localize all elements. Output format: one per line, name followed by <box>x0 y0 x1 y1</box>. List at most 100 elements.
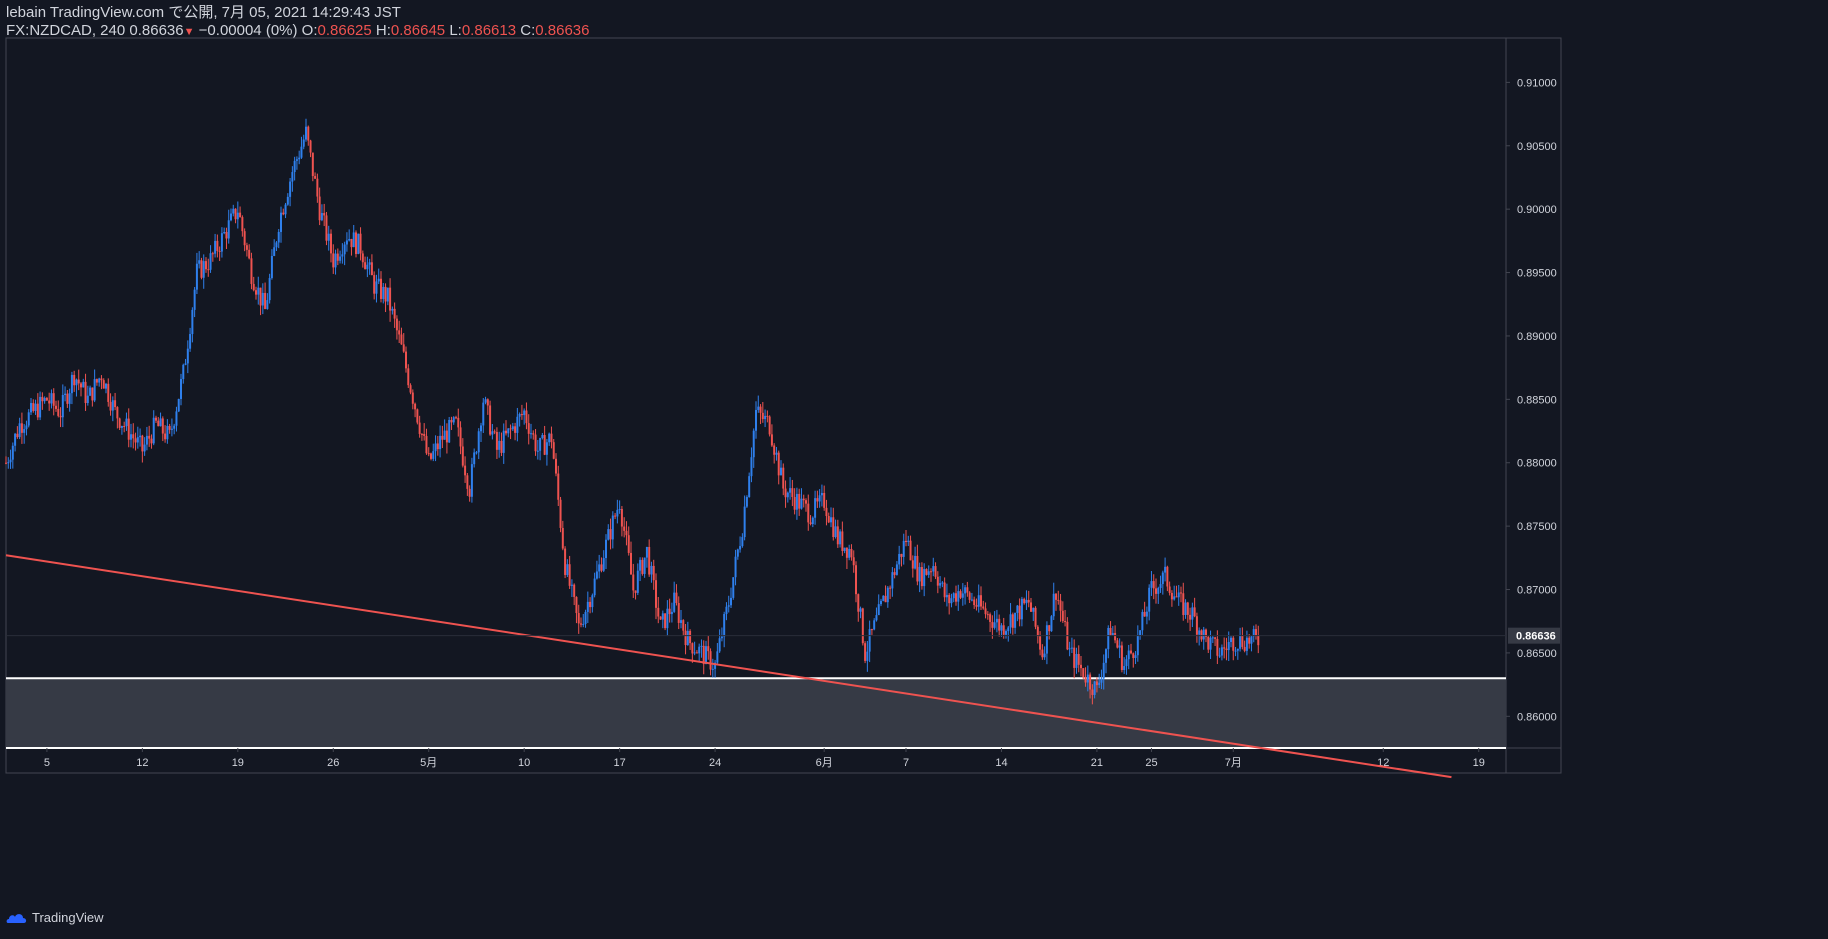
candle-body <box>39 396 42 418</box>
candle-body <box>1093 681 1096 695</box>
candle-body <box>441 435 444 440</box>
candle-body <box>32 403 35 411</box>
candle-body <box>268 278 271 301</box>
candle-body <box>820 492 823 496</box>
candle-body <box>668 608 671 615</box>
candle-body <box>145 435 148 445</box>
candle-body <box>466 475 469 489</box>
candle-body <box>1159 584 1162 588</box>
candle-body <box>925 569 928 575</box>
candle-body <box>1155 588 1157 594</box>
candle-body <box>1036 626 1039 637</box>
candle-body <box>605 539 607 559</box>
candle-body <box>818 495 821 502</box>
candle-body <box>470 464 473 497</box>
candle-body <box>191 309 194 335</box>
candle-body <box>1139 630 1142 636</box>
candle-body <box>750 457 753 477</box>
candle-body <box>345 240 348 245</box>
candle-body <box>777 452 780 476</box>
candle-body <box>473 452 476 465</box>
candle-body <box>1255 629 1257 636</box>
candle-body <box>223 232 226 234</box>
candle-body <box>1057 599 1060 601</box>
y-tick-label: 0.90500 <box>1517 141 1557 153</box>
candle-body <box>686 630 689 646</box>
candle-body <box>525 410 528 424</box>
candle-body <box>1214 637 1217 639</box>
candle-body <box>425 435 428 454</box>
candle-body <box>1148 587 1151 612</box>
candle-body <box>343 244 346 255</box>
candle-body <box>739 546 742 550</box>
last-price-tag <box>1508 627 1560 644</box>
candle-body <box>873 620 876 630</box>
candle-body <box>866 651 869 661</box>
candle-body <box>30 403 32 413</box>
candle-body <box>34 403 37 411</box>
candle-body <box>1223 647 1226 649</box>
candle-body <box>1130 650 1132 654</box>
candle-body <box>520 413 523 416</box>
candle-body <box>330 233 332 254</box>
candle-body <box>275 242 278 248</box>
candle-body <box>311 152 314 177</box>
candle-body <box>18 423 21 438</box>
candle-body <box>918 567 921 582</box>
candle-body <box>1114 633 1117 641</box>
candle-body <box>905 540 907 543</box>
candle-body <box>64 393 67 395</box>
candle-body <box>339 256 342 261</box>
candle-body <box>680 620 682 623</box>
candle-body <box>1220 647 1223 656</box>
candle-body <box>880 600 882 605</box>
footer-branding[interactable]: TradingView <box>6 910 104 925</box>
candle-body <box>186 348 189 364</box>
candle-body <box>743 506 746 538</box>
candle-body <box>418 422 421 434</box>
candle-body <box>518 413 521 417</box>
candle-body <box>1132 653 1135 659</box>
candle-body <box>280 212 282 232</box>
candle-body <box>980 595 982 607</box>
candle-body <box>411 392 414 404</box>
candle-body <box>1111 633 1114 636</box>
candle-body <box>1248 637 1251 644</box>
candle-body <box>725 606 728 615</box>
candle-body <box>132 434 135 439</box>
candle-body <box>439 435 442 450</box>
candle-body <box>384 286 387 302</box>
candle-body <box>677 602 680 623</box>
candle-body <box>775 452 778 455</box>
high-label: H: <box>375 22 391 39</box>
candle-body <box>1202 629 1205 640</box>
candle-body <box>834 526 837 538</box>
chart-frame <box>5 37 1562 774</box>
candle-body <box>589 601 592 608</box>
candle-body <box>632 574 635 591</box>
candle-body <box>1039 636 1042 650</box>
candle-body <box>718 638 721 652</box>
candle-body <box>464 465 467 476</box>
candle-body <box>450 419 453 423</box>
candle-body <box>105 383 107 389</box>
candle-body <box>618 508 621 510</box>
candle-body <box>639 559 642 571</box>
candle-body <box>1091 689 1094 695</box>
candle-body <box>484 399 487 403</box>
candle-body <box>1098 682 1101 686</box>
candle-body <box>975 605 978 607</box>
candle-body <box>143 444 146 452</box>
x-tick-label: 19 <box>232 757 244 769</box>
candle-body <box>116 407 119 419</box>
candle-body <box>1177 592 1180 598</box>
candle-body <box>157 420 160 427</box>
candle-body <box>1157 587 1160 594</box>
candle-body <box>500 440 503 453</box>
candle-body <box>955 593 957 602</box>
candle-body <box>657 607 660 617</box>
candle-body <box>907 540 910 543</box>
candle-body <box>43 397 46 402</box>
candle-body <box>895 564 898 575</box>
